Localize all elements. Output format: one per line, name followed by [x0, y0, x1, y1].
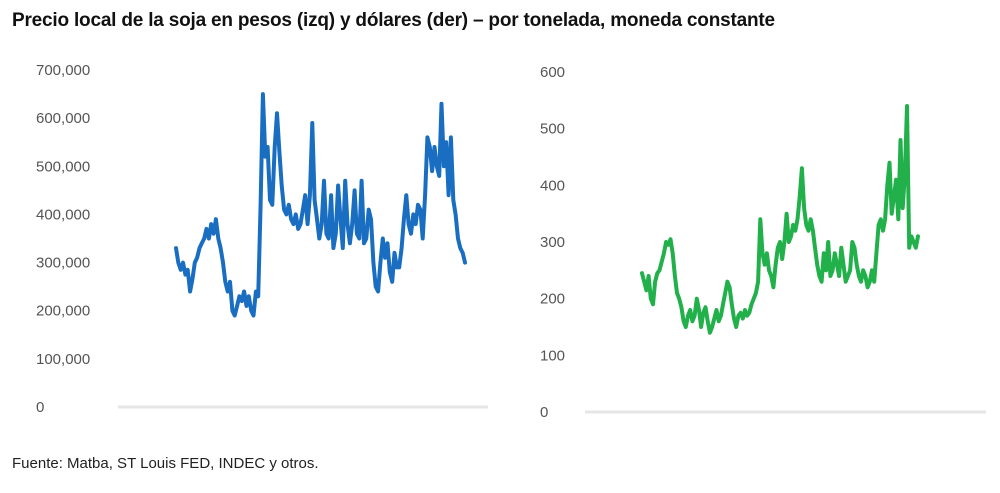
pesos-chart: 0 100,000 200,000 300,000 400,000 500,000 600,… [36, 62, 488, 416]
source-note: Fuente: Matba, ST Louis FED, INDEC y otr… [12, 455, 319, 472]
dollars-y-tick-label: 100 [540, 347, 565, 364]
pesos-y-tick-label: 500,000 [36, 158, 90, 175]
pesos-y-tick-label: 300,000 [36, 255, 90, 272]
pesos-y-tick-label: 0 [36, 399, 44, 416]
dollars-y-axis: 0 100 200 300 400 500 600 [540, 64, 565, 421]
dollars-chart: 0 100 200 300 400 500 600 [540, 64, 986, 421]
chart-title: Precio local de la soja en pesos (izq) y… [12, 10, 775, 31]
pesos-y-tick-label: 100,000 [36, 351, 90, 368]
dollars-y-tick-label: 400 [540, 177, 565, 194]
dollars-y-tick-label: 0 [540, 404, 548, 421]
dollars-y-tick-label: 500 [540, 121, 565, 138]
pesos-y-axis: 0 100,000 200,000 300,000 400,000 500,000 600,… [36, 62, 90, 416]
dollars-y-tick-label: 200 [540, 291, 565, 308]
dollars-y-tick-label: 300 [540, 234, 565, 251]
pesos-y-tick-label: 700,000 [36, 62, 90, 79]
pesos-series-line [174, 92, 467, 318]
dollars-series-line [640, 104, 920, 335]
dollars-y-tick-label: 600 [540, 64, 565, 81]
pesos-y-tick-label: 200,000 [36, 303, 90, 320]
pesos-y-tick-label: 400,000 [36, 206, 90, 223]
pesos-y-tick-label: 600,000 [36, 110, 90, 127]
